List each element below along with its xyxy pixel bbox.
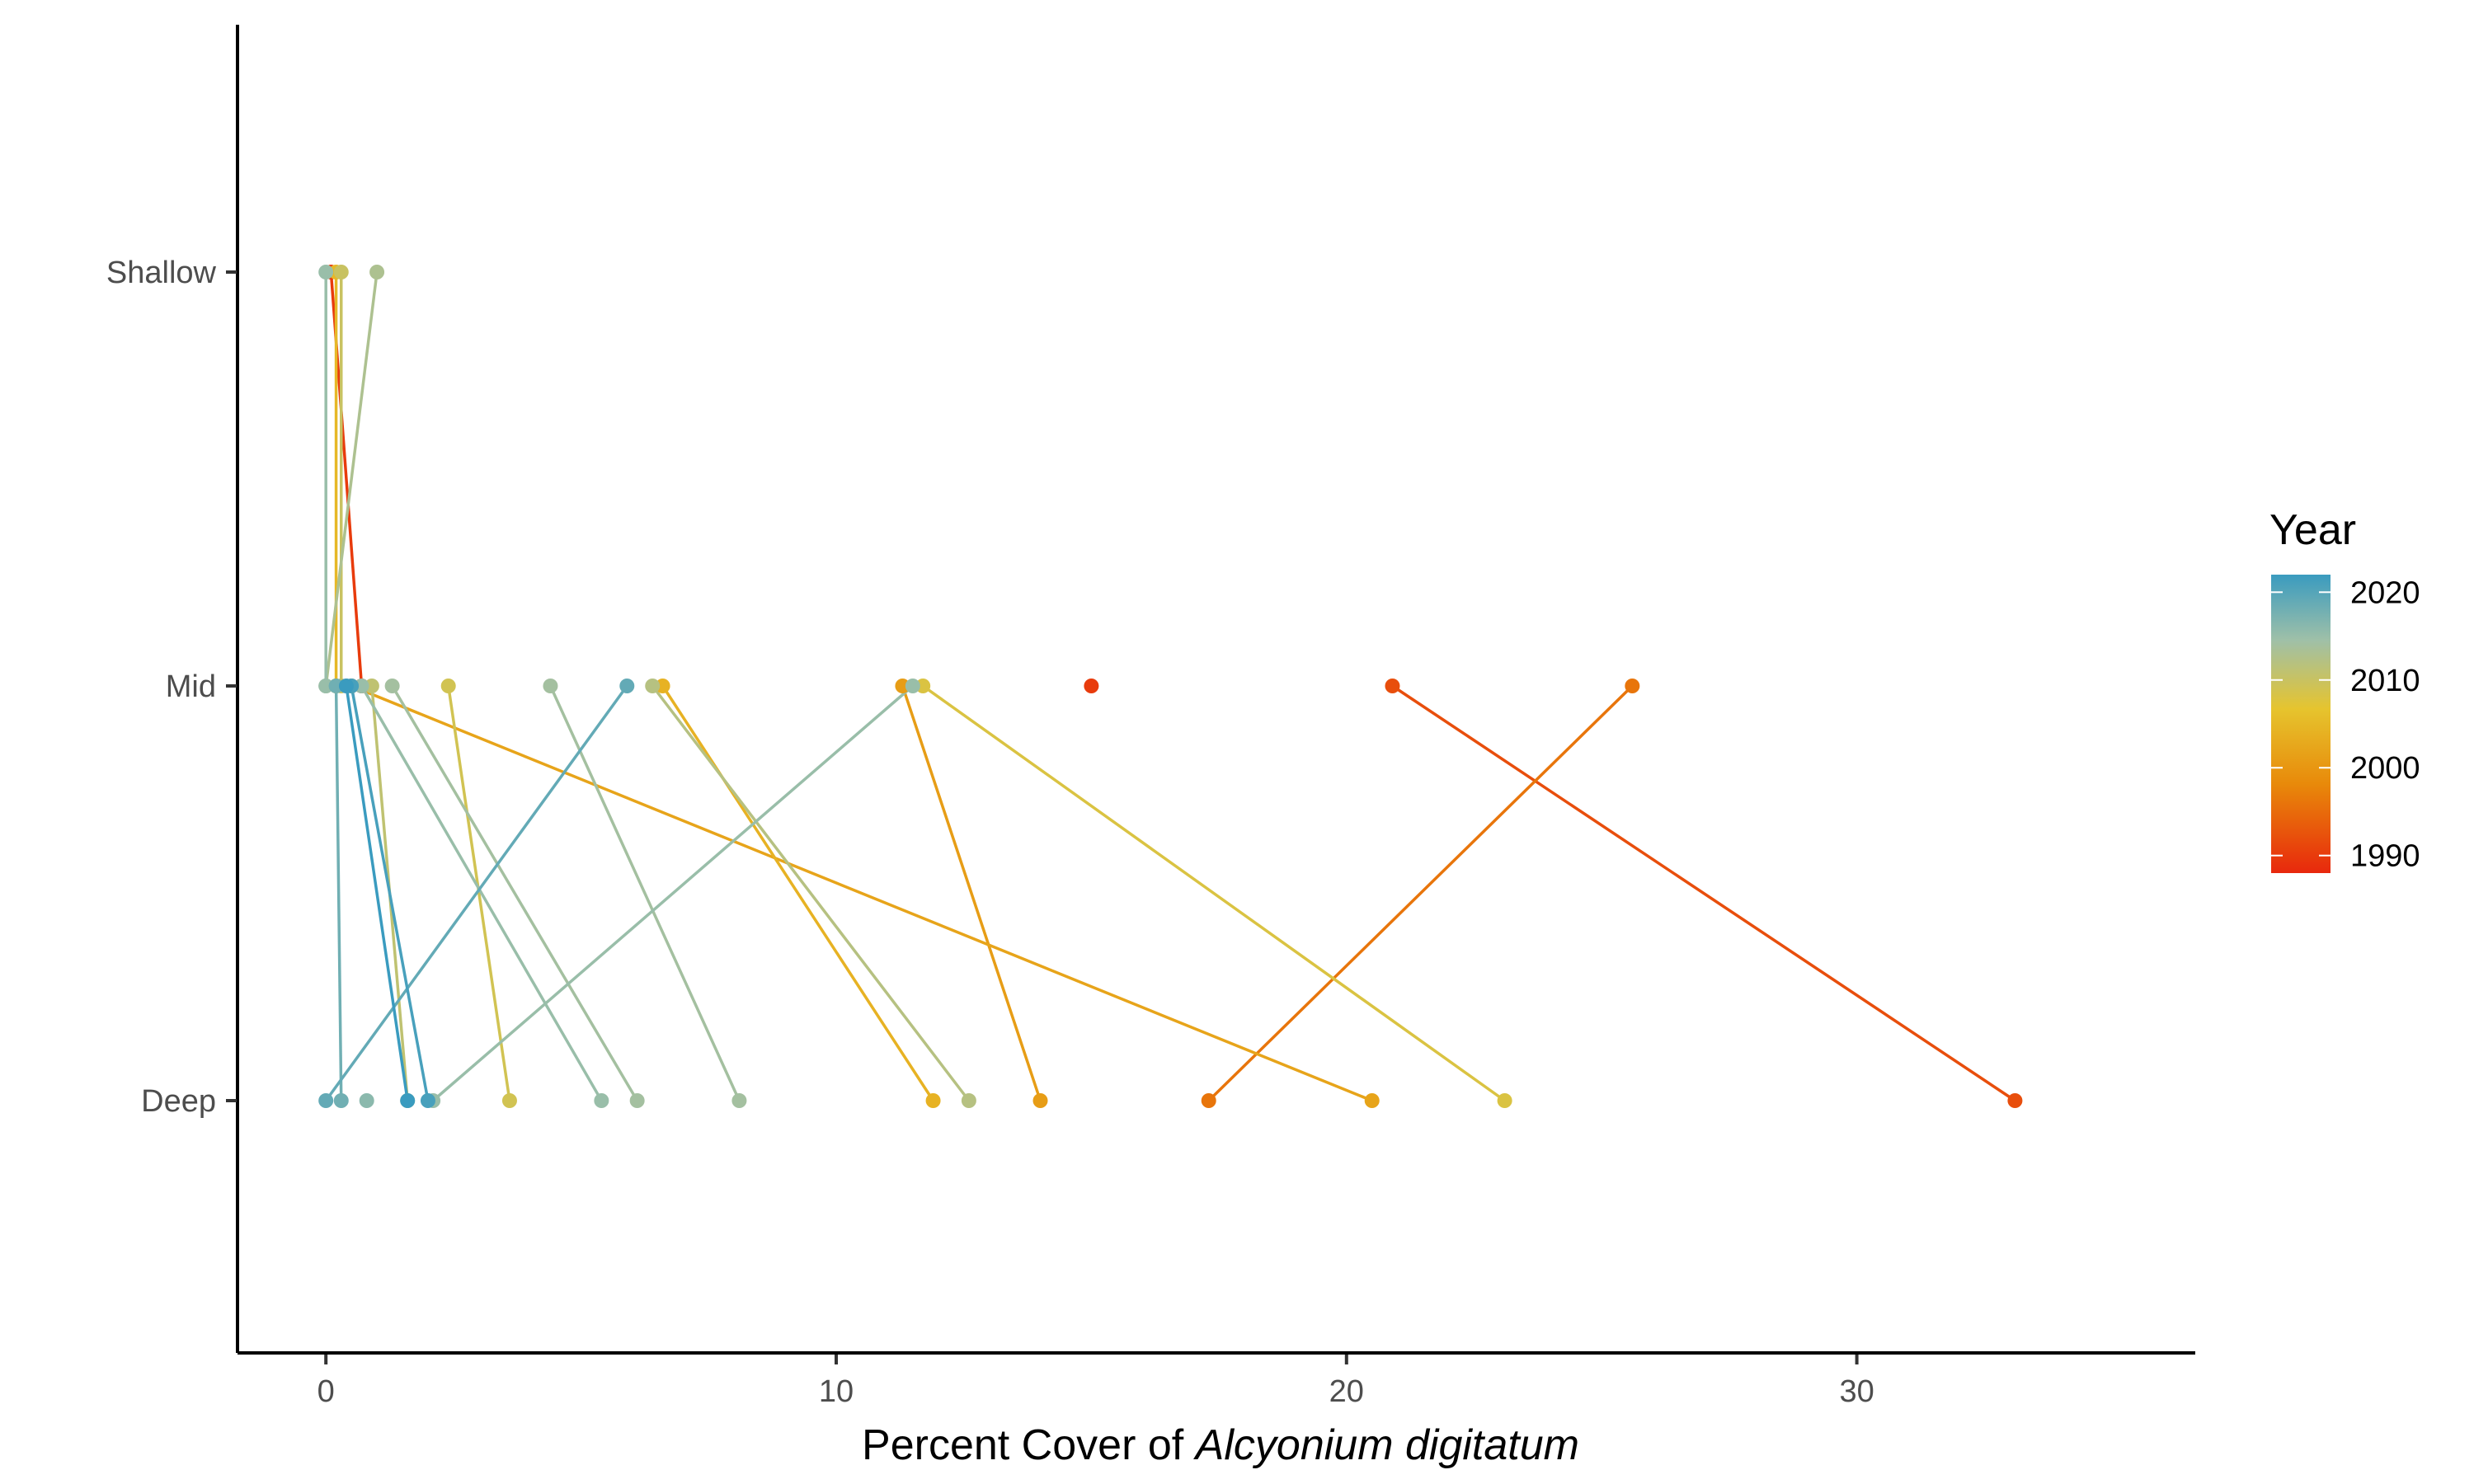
legend-title: Year	[2269, 506, 2356, 554]
x-tick-label: 30	[1839, 1374, 1874, 1409]
data-point-4-0	[895, 679, 910, 693]
series-line-3	[1207, 684, 1634, 1102]
legend-tick-label: 2010	[2350, 664, 2420, 698]
axes: 0 10 20 30 Deep Mid Shallow	[106, 25, 2195, 1409]
data-point-16-0	[905, 679, 920, 693]
series-line-12	[651, 684, 971, 1102]
series-line-14	[548, 685, 741, 1101]
x-tick-label: 20	[1329, 1374, 1364, 1409]
y-ticks: Deep Mid Shallow	[106, 256, 237, 1119]
data-point-21-1	[318, 1093, 334, 1108]
y-tick-label: Shallow	[106, 256, 217, 290]
data-point-19-0	[359, 1093, 374, 1108]
data-point-4-1	[1032, 1093, 1048, 1108]
data-point-14-1	[731, 1093, 747, 1108]
data-point-17-0	[354, 679, 369, 693]
data-point-8-0	[915, 679, 931, 693]
data-point-15-0	[384, 679, 400, 693]
series-line-17	[360, 685, 603, 1101]
data-point-21-0	[619, 679, 635, 693]
y-tick-label: Deep	[141, 1084, 216, 1119]
data-point-5-1	[1364, 1093, 1380, 1108]
data-point-3-1	[1201, 1093, 1216, 1108]
series-line-15	[391, 685, 639, 1101]
series-line-16	[431, 684, 914, 1102]
x-tick-label: 0	[317, 1374, 335, 1409]
data-point-13-1	[369, 265, 385, 279]
series-line-8	[922, 684, 1506, 1102]
data-point-9-0	[440, 679, 456, 693]
data-point-22-1	[420, 1093, 435, 1108]
x-axis-title: Percent Cover of Alcyonium digitatum	[862, 1421, 1579, 1469]
data-point-8-1	[1497, 1093, 1512, 1108]
data-point-10-1	[333, 265, 349, 279]
y-tick-label: Mid	[166, 669, 216, 704]
data-point-9-1	[501, 1093, 517, 1108]
data-point-2-0	[1385, 679, 1400, 693]
series-line-4	[901, 685, 1042, 1101]
x-ticks: 0 10 20 30	[317, 1355, 1874, 1409]
x-tick-label: 10	[819, 1374, 854, 1409]
data-point-12-1	[961, 1093, 976, 1108]
legend: Year 1990 2000 2010 2020	[2269, 506, 2420, 874]
legend-tick-label: 2000	[2350, 751, 2420, 786]
data-point-14-0	[543, 679, 558, 693]
data-point-1-0	[1084, 679, 1099, 693]
data-point-20-1	[333, 1093, 349, 1108]
data-point-18-1	[318, 265, 334, 279]
data-point-12-0	[645, 679, 661, 693]
series-line-23	[345, 685, 409, 1101]
legend-colorbar	[2271, 575, 2331, 873]
series-line-13	[324, 271, 379, 687]
series-points	[318, 265, 2023, 1108]
data-point-17-1	[594, 1093, 609, 1108]
series-lines	[324, 271, 2016, 1102]
legend-tick-label: 2020	[2350, 575, 2420, 610]
data-point-6-1	[925, 1093, 941, 1108]
legend-ticks: 1990 2000 2010 2020	[2271, 575, 2420, 874]
series-line-9	[446, 685, 511, 1101]
series-line-5	[350, 684, 1373, 1102]
data-point-15-1	[629, 1093, 645, 1108]
data-point-6-0	[655, 679, 670, 693]
data-point-18-0	[318, 679, 334, 693]
series-line-21	[324, 684, 628, 1102]
plot-area	[318, 265, 2023, 1108]
series-line-20	[334, 685, 343, 1101]
data-point-23-0	[338, 679, 354, 693]
data-point-11-0	[364, 679, 379, 693]
data-point-3-0	[1625, 679, 1640, 693]
data-point-2-1	[2007, 1093, 2023, 1108]
series-line-2	[1391, 684, 2016, 1102]
data-point-23-1	[400, 1093, 416, 1108]
series-line-6	[661, 685, 935, 1101]
legend-tick-label: 1990	[2350, 839, 2420, 874]
series-line-22	[350, 685, 430, 1101]
data-point-20-0	[328, 679, 344, 693]
